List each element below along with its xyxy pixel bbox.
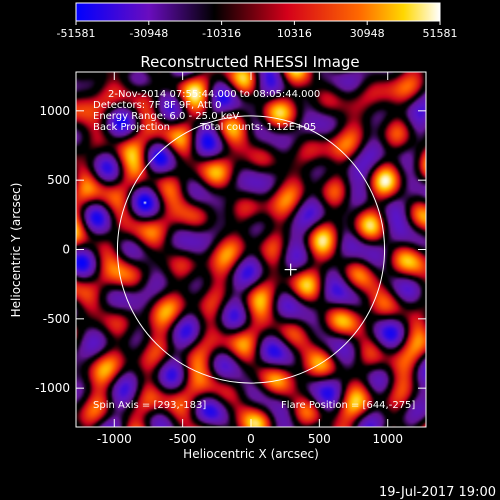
colorbar-ticks: -51581 -30948 -10316 10316 30948 51581 (57, 21, 458, 40)
y-tick-label: -500 (43, 312, 70, 326)
y-tick-label: 500 (47, 173, 70, 187)
flare-position-label: Flare Position = [644,-275] (281, 400, 415, 411)
colorbar-tick-label: -30948 (129, 27, 168, 40)
flare-position-marker (284, 263, 297, 276)
y-tick-label: 1000 (39, 104, 70, 118)
axis-ticks: -1000 -500 0 500 1000 -1000 -500 0 500 1000 (35, 72, 426, 446)
y-tick-label: 0 (62, 243, 70, 257)
date-stamp: 19-Jul-2017 19:00 (379, 485, 496, 500)
x-tick-label: -500 (169, 432, 196, 446)
annotation-block: 2-Nov-2014 07:55:44.000 to 08:05:44.000 … (93, 89, 320, 133)
colorbar-tick-label: 10316 (277, 27, 312, 40)
annotation-time-range: 2-Nov-2014 07:55:44.000 to 08:05:44.000 (108, 89, 320, 100)
colorbar: -51581 -30948 -10316 10316 30948 51581 (57, 2, 458, 40)
x-axis-label: Heliocentric X (arcsec) (183, 447, 319, 461)
colorbar-gradient (75, 2, 441, 22)
x-tick-label: 0 (247, 432, 255, 446)
plot-area: -1000 -500 0 500 1000 -1000 -500 0 500 1000 (35, 71, 427, 446)
heatmap-image (76, 72, 426, 427)
colorbar-tick-label: -10316 (202, 27, 241, 40)
colorbar-tick-label: 30948 (350, 27, 385, 40)
x-tick-label: -1000 (97, 432, 132, 446)
x-tick-label: 500 (308, 432, 331, 446)
colorbar-tick-label: 51581 (423, 27, 458, 40)
solar-limb-circle (116, 115, 386, 384)
annotation-detectors: Detectors: 7F 8F 9F, Att 0 (93, 100, 221, 111)
annotation-energy-range: Energy Range: 6.0 - 25.0 keV (93, 111, 239, 122)
y-tick-label: -1000 (35, 381, 70, 395)
colorbar-tick-label: -51581 (57, 27, 96, 40)
x-tick-label: 1000 (372, 432, 403, 446)
annotation-method: Back Projection (93, 122, 170, 133)
chart-title: Reconstructed RHESSI Image (140, 53, 359, 71)
spin-axis-label: Spin Axis = [293,-183] (93, 400, 206, 411)
annotation-total-counts: Total counts: 1.12E+05 (199, 122, 316, 133)
y-axis-label: Heliocentric Y (arcsec) (9, 183, 23, 318)
